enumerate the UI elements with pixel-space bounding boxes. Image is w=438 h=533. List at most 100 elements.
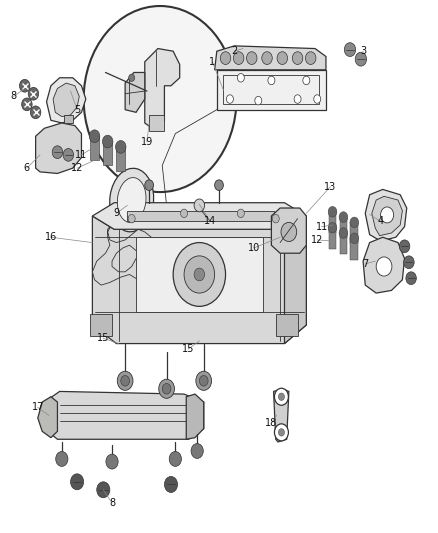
Polygon shape xyxy=(46,78,86,123)
Circle shape xyxy=(268,76,275,85)
Polygon shape xyxy=(145,49,180,131)
Circle shape xyxy=(255,96,262,105)
Circle shape xyxy=(406,272,417,285)
Circle shape xyxy=(191,443,203,458)
Circle shape xyxy=(121,375,130,386)
Circle shape xyxy=(233,52,244,64)
Circle shape xyxy=(145,180,153,190)
Text: 3: 3 xyxy=(360,46,366,56)
Text: 13: 13 xyxy=(324,182,336,192)
Polygon shape xyxy=(38,397,57,438)
Polygon shape xyxy=(339,233,347,254)
Polygon shape xyxy=(103,142,112,165)
Circle shape xyxy=(328,222,337,233)
Circle shape xyxy=(128,214,135,223)
Polygon shape xyxy=(35,123,81,173)
Text: 7: 7 xyxy=(362,259,368,269)
Circle shape xyxy=(404,256,414,269)
Circle shape xyxy=(275,388,288,405)
Circle shape xyxy=(292,52,303,64)
Polygon shape xyxy=(215,46,326,70)
Text: 14: 14 xyxy=(204,216,216,227)
Text: 11: 11 xyxy=(75,150,88,160)
Circle shape xyxy=(355,52,367,66)
Circle shape xyxy=(350,217,359,228)
Polygon shape xyxy=(136,237,263,312)
Circle shape xyxy=(19,79,30,92)
Text: 2: 2 xyxy=(231,46,237,56)
Polygon shape xyxy=(44,391,204,439)
Circle shape xyxy=(399,240,410,253)
Circle shape xyxy=(237,209,244,217)
Circle shape xyxy=(117,371,133,390)
Text: 11: 11 xyxy=(315,222,328,232)
Ellipse shape xyxy=(110,168,154,232)
Circle shape xyxy=(162,383,171,394)
Polygon shape xyxy=(350,222,358,244)
Circle shape xyxy=(21,98,32,111)
Polygon shape xyxy=(272,208,306,253)
Polygon shape xyxy=(186,394,204,439)
Polygon shape xyxy=(92,203,306,229)
Polygon shape xyxy=(365,189,407,241)
Circle shape xyxy=(173,243,226,306)
Polygon shape xyxy=(285,216,306,344)
Circle shape xyxy=(164,477,177,492)
Text: 15: 15 xyxy=(97,333,110,343)
Ellipse shape xyxy=(117,177,146,222)
Circle shape xyxy=(381,207,394,223)
Polygon shape xyxy=(64,115,73,123)
Text: 9: 9 xyxy=(113,208,120,219)
Polygon shape xyxy=(363,237,405,293)
Polygon shape xyxy=(90,136,99,160)
Circle shape xyxy=(106,454,118,469)
Circle shape xyxy=(194,199,205,212)
Text: 17: 17 xyxy=(32,402,44,413)
Circle shape xyxy=(102,135,113,148)
Circle shape xyxy=(84,6,237,192)
Circle shape xyxy=(194,268,205,281)
Circle shape xyxy=(305,52,316,64)
Circle shape xyxy=(215,180,223,190)
Circle shape xyxy=(314,95,321,103)
Text: 12: 12 xyxy=(311,235,323,245)
Polygon shape xyxy=(328,228,336,249)
Circle shape xyxy=(169,451,181,466)
Text: 8: 8 xyxy=(109,498,115,508)
Circle shape xyxy=(184,256,215,293)
Circle shape xyxy=(339,228,348,238)
Circle shape xyxy=(279,393,285,400)
Polygon shape xyxy=(92,216,306,344)
Circle shape xyxy=(226,95,233,103)
Polygon shape xyxy=(372,196,403,236)
Circle shape xyxy=(159,379,174,398)
Circle shape xyxy=(277,52,288,64)
Circle shape xyxy=(180,209,187,217)
Circle shape xyxy=(71,474,84,490)
Polygon shape xyxy=(127,211,274,221)
Text: 5: 5 xyxy=(74,104,80,115)
Polygon shape xyxy=(53,83,79,117)
Circle shape xyxy=(56,451,68,466)
Circle shape xyxy=(196,371,212,390)
Circle shape xyxy=(30,106,41,119)
Polygon shape xyxy=(217,70,326,110)
Circle shape xyxy=(281,222,297,241)
Circle shape xyxy=(339,212,348,222)
Polygon shape xyxy=(92,224,158,285)
Circle shape xyxy=(275,424,288,441)
Circle shape xyxy=(279,429,285,436)
Circle shape xyxy=(272,214,279,223)
Circle shape xyxy=(344,43,356,56)
Text: 10: 10 xyxy=(248,243,260,253)
Text: 16: 16 xyxy=(45,232,57,243)
Polygon shape xyxy=(339,217,347,238)
Polygon shape xyxy=(149,115,164,131)
Circle shape xyxy=(328,206,337,217)
Polygon shape xyxy=(350,238,358,260)
Circle shape xyxy=(52,146,63,159)
Circle shape xyxy=(199,375,208,386)
Circle shape xyxy=(294,95,301,103)
Text: 19: 19 xyxy=(141,136,153,147)
Text: 12: 12 xyxy=(71,163,83,173)
